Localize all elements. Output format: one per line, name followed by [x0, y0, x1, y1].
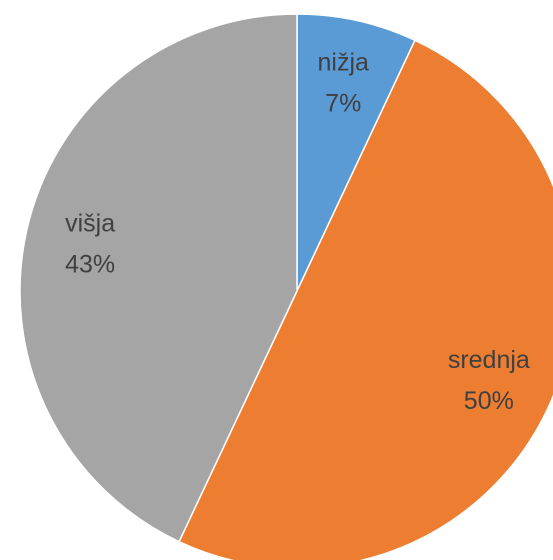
slice-label: srednja [448, 346, 530, 374]
slice-label: nižja [318, 49, 370, 77]
slice-value-label: 7% [325, 90, 361, 118]
pie-slice [19, 13, 298, 543]
pie-slice [178, 39, 553, 560]
slice-value-label: 50% [464, 387, 514, 415]
slice-value-label: 43% [65, 250, 115, 278]
slice-label: višja [65, 209, 115, 237]
pie-slice [296, 13, 416, 292]
